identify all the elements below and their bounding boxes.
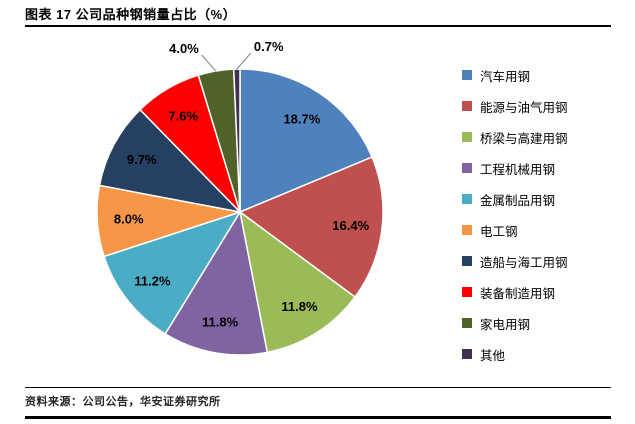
pie-chart: 18.7% 16.4% 11.8% 11.8% 11.2% 8.0% 9.7% 7.6% 4.0… xyxy=(96,39,384,356)
legend-label: 电工钢 xyxy=(480,224,518,239)
legend-item-3: 桥梁与高建用钢 xyxy=(462,128,568,146)
legend-swatch xyxy=(462,256,472,266)
legend-item-4: 工程机械用钢 xyxy=(462,159,568,177)
pie-data-label: 8.0% xyxy=(114,212,144,227)
legend-label: 装备制造用钢 xyxy=(480,286,556,301)
pie-data-label: 4.0% xyxy=(169,41,199,56)
legend-item-1: 汽车用钢 xyxy=(462,66,568,84)
top-divider xyxy=(25,25,611,27)
label-leader-line xyxy=(236,52,252,70)
pie-data-label: 11.2% xyxy=(134,274,171,289)
label-leader-line xyxy=(201,54,217,72)
pie-slice-2 xyxy=(239,156,384,298)
pie-data-label: 18.7% xyxy=(283,112,320,127)
pie-data-label: 7.6% xyxy=(168,109,198,124)
pie-data-label: 16.4% xyxy=(332,218,369,233)
legend-swatch xyxy=(462,287,472,297)
pie-slice-5 xyxy=(103,211,241,335)
legend-label: 工程机械用钢 xyxy=(480,162,556,177)
pie-slice-1 xyxy=(239,68,373,213)
source-note: 资料来源：公司公告，华安证券研究所 xyxy=(25,396,221,408)
legend-label: 桥梁与高建用钢 xyxy=(480,131,568,146)
legend-item-2: 能源与油气用钢 xyxy=(462,97,568,115)
legend-item-6: 电工钢 xyxy=(462,221,568,239)
legend-item-5: 金属制品用钢 xyxy=(462,190,568,208)
legend-swatch xyxy=(462,163,472,173)
legend-item-10: 其他 xyxy=(462,345,568,363)
legend-swatch xyxy=(462,101,472,111)
legend-item-8: 装备制造用钢 xyxy=(462,283,568,301)
pie-slice-3 xyxy=(239,211,356,354)
pie-data-label: 0.7% xyxy=(254,39,284,54)
legend-label: 汽车用钢 xyxy=(480,69,531,84)
legend-item-7: 造船与海工用钢 xyxy=(462,252,568,270)
chart-title: 图表 17 公司品种钢销量占比（%） xyxy=(25,7,237,22)
legend-label: 家电用钢 xyxy=(480,317,531,332)
pie-data-label: 11.8% xyxy=(281,299,318,314)
bottom-divider xyxy=(25,416,611,419)
pie-slice-4 xyxy=(164,211,269,356)
legend-label: 能源与油气用钢 xyxy=(480,100,568,115)
legend-swatch xyxy=(462,70,472,80)
legend-label: 金属制品用钢 xyxy=(480,193,556,208)
legend: 汽车用钢能源与油气用钢 桥梁与高建用钢 工程机械用钢 金属制品用钢 电工钢造船与海工用钢… xyxy=(462,66,568,363)
legend-swatch xyxy=(462,225,472,235)
pie-data-label: 11.8% xyxy=(202,314,239,329)
legend-swatch xyxy=(462,349,472,359)
legend-label: 其他 xyxy=(480,348,506,363)
pie-data-label: 9.7% xyxy=(127,152,157,167)
pie-slice-7 xyxy=(98,108,241,213)
legend-swatch xyxy=(462,132,472,142)
legend-swatch xyxy=(462,194,472,204)
legend-label: 造船与海工用钢 xyxy=(480,255,568,270)
pie-slice-10 xyxy=(232,68,241,213)
footer-divider xyxy=(25,387,611,388)
legend-swatch xyxy=(462,318,472,328)
legend-item-9: 家电用钢 xyxy=(462,314,568,332)
